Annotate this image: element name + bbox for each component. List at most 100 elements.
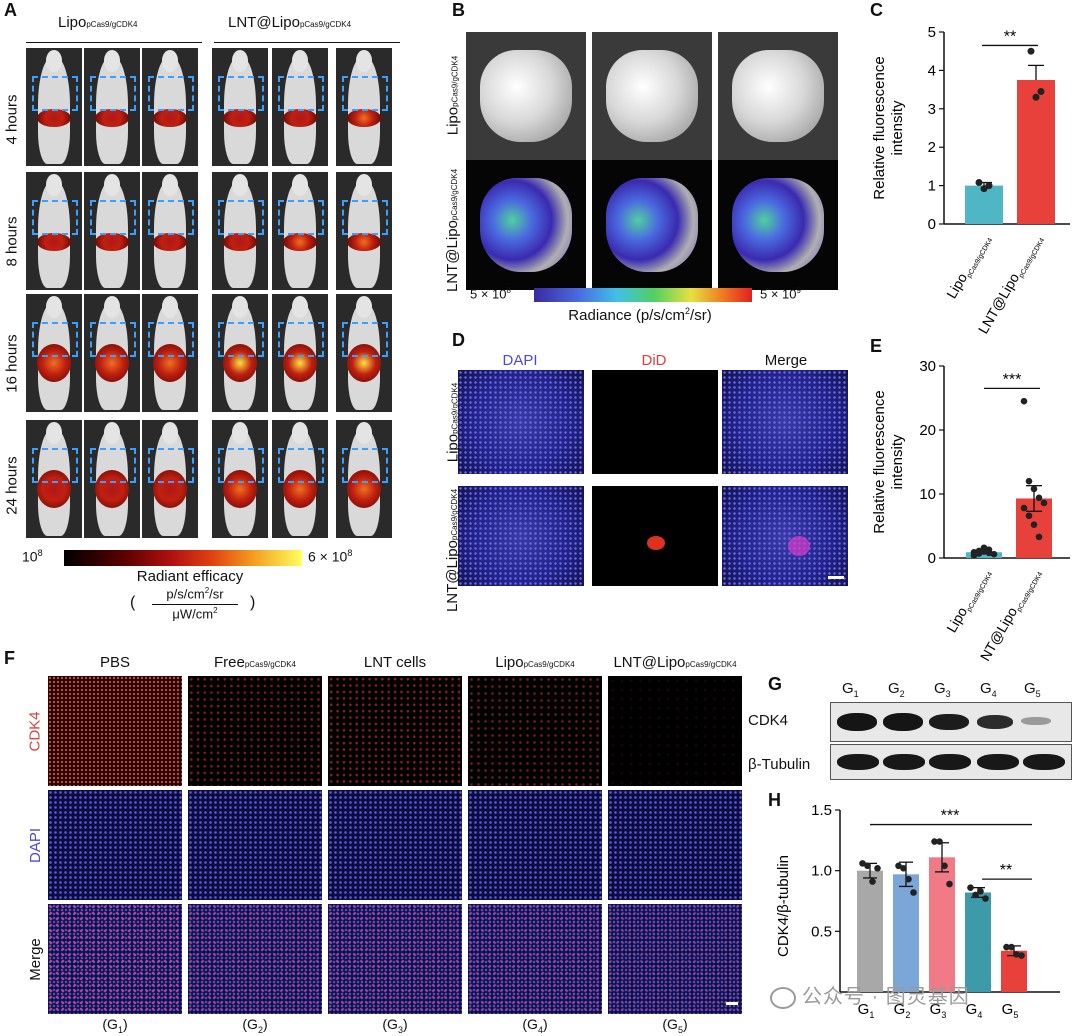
y-tick-label: 1: [928, 178, 936, 195]
data-point: [1037, 88, 1045, 96]
fluorescence-signal: [223, 469, 257, 508]
mouse-image: [26, 294, 82, 412]
panel-f-group-label: (G5): [662, 1016, 688, 1035]
data-point: [869, 878, 876, 885]
roi-box: [217, 200, 265, 235]
y-tick-label: 30: [919, 358, 936, 375]
panel-f-row-label: DAPI: [26, 827, 44, 863]
fluorescence-signal: [37, 109, 71, 128]
fluorescence-signal: [95, 109, 129, 128]
roi-box: [217, 322, 265, 357]
fluorescence-signal: [37, 233, 71, 252]
panel-label-g: G: [768, 674, 783, 694]
roi-box: [277, 200, 325, 235]
data-point: [1020, 504, 1028, 512]
data-point: [905, 875, 912, 883]
panel-label-d: D: [452, 330, 465, 350]
wechat-icon: [770, 986, 796, 1009]
mouse-image: [212, 48, 268, 166]
mouse-image: [142, 172, 198, 290]
panel-d-col-label-1: DAPI: [502, 352, 538, 369]
panel-d-col-label-2: DiD: [641, 352, 667, 369]
data-point: [864, 862, 871, 870]
bar: [929, 857, 955, 992]
roi-box: [341, 448, 389, 483]
fluorescence-signal: [223, 109, 257, 128]
blot-band: [837, 754, 879, 770]
x-tick-label: G1: [858, 1001, 875, 1020]
panel-b-colorbar-max: 5 × 109: [760, 286, 801, 302]
panel-g-lane-label: G4: [980, 680, 997, 699]
panel-a-colorbar: [64, 550, 302, 566]
panel-a-row-label-4: 24 hours: [3, 455, 21, 515]
data-point: [985, 182, 993, 190]
fluorescence-signal: [283, 343, 317, 382]
panel-g-blot-cdk4: [830, 702, 1072, 742]
watermark: 公众号 · 图灵基因: [770, 980, 970, 1009]
panel-e-chart: Relative fluorescenceintensity 0 10 20 30 Lip…: [871, 358, 1070, 662]
fluorescence-signal: [37, 343, 71, 382]
micrograph: [48, 904, 182, 1014]
data-point: [975, 179, 983, 187]
data-point: [980, 185, 988, 193]
mouse-image: [336, 420, 392, 538]
data-point: [1030, 521, 1038, 529]
roi-box: [31, 200, 79, 235]
mouse-image: [84, 48, 140, 166]
panel-a-group-line-2: [214, 42, 400, 43]
blot-band: [977, 715, 1013, 729]
roi-box: [147, 200, 195, 235]
micrograph: [592, 486, 718, 586]
y-tick-label: 1.5: [811, 802, 832, 819]
data-point: [910, 889, 917, 896]
roi-box: [89, 322, 137, 357]
fluorescence-signal: [283, 109, 317, 128]
roi-box: [31, 76, 79, 111]
roi-box: [89, 448, 137, 483]
panel-a-group-line-1: [26, 42, 202, 43]
mouse-image: [212, 420, 268, 538]
bar: [857, 870, 883, 992]
panel-a-group-label-1: LipopCas9/gCDK4: [58, 14, 138, 31]
panel-d-row-label-1: LipopCas9/gCDK4: [444, 382, 462, 462]
data-point: [1035, 494, 1043, 502]
micrograph: [722, 486, 848, 586]
panel-h-chart: CDK4/β-tubulin 0.51.01.5G1 G2 G3 G4 G5*****: [775, 802, 1060, 1020]
y-tick-label: 20: [919, 422, 936, 439]
mouse-image: [336, 294, 392, 412]
data-point: [970, 548, 978, 556]
significance-label: ***: [941, 808, 960, 825]
micrograph: [188, 904, 322, 1014]
fluorescence-signal: [347, 233, 381, 252]
fluorescence-signal: [153, 233, 187, 252]
data-point: [982, 895, 989, 902]
panel-b-row-label-1: LipopCas9/gCDK4: [444, 55, 462, 135]
data-point: [1008, 943, 1015, 951]
fluorescence-signal: [153, 469, 187, 508]
roi-box: [147, 76, 195, 111]
data-point: [1040, 499, 1048, 507]
panel-a-row-label-1: 4 hours: [3, 93, 21, 145]
mouse-image: [142, 48, 198, 166]
panel-d-col-label-3: Merge: [764, 352, 808, 369]
fluorescence-signal: [95, 343, 129, 382]
data-point: [1003, 943, 1010, 951]
roi-box: [31, 448, 79, 483]
panel-d-row-label-2: LNT@LipopCas9/gCDK4: [444, 488, 462, 612]
panel-g-band-label-cdk4: CDK4: [748, 712, 789, 729]
mouse-image: [26, 48, 82, 166]
roi-box: [89, 76, 137, 111]
roi-box: [341, 200, 389, 235]
data-point: [1025, 477, 1033, 485]
bar: [1017, 80, 1055, 224]
mouse-image: [84, 294, 140, 412]
roi-box: [147, 448, 195, 483]
panel-f-group-label: (G1): [102, 1016, 128, 1035]
panel-a-row-label-3: 16 hours: [3, 333, 21, 393]
blot-band: [929, 714, 969, 730]
panel-a-colorbar-min: 108: [22, 548, 43, 565]
bar: [966, 552, 1002, 558]
lung-image: [466, 32, 586, 160]
significance-label: ***: [1003, 371, 1022, 388]
significance-label: **: [1004, 28, 1016, 45]
